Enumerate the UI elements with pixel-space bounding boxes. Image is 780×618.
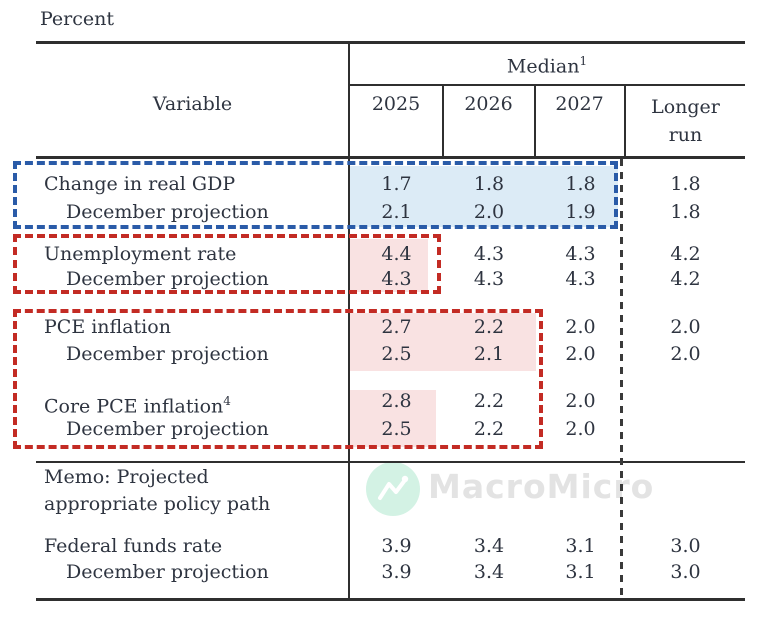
cell-longer-run: 2.0	[670, 316, 701, 338]
cell-2027: 2.0	[565, 418, 596, 440]
cell-2027: 1.9	[565, 201, 596, 223]
cell-longer-run: 2.0	[670, 343, 701, 365]
cell-longer-run: 4.2	[670, 268, 701, 290]
cell-2025: 2.5	[381, 418, 412, 440]
cell-2025: 2.5	[381, 343, 412, 365]
table-row-gdp-december: December projection 2.1 2.0 1.9 1.8	[36, 199, 745, 225]
core-pce-footnote-marker: 4	[223, 394, 231, 408]
cell-longer-run	[626, 416, 745, 442]
cell-2026: 4.3	[473, 268, 505, 290]
longer-run-dashed-divider	[620, 159, 623, 599]
table-bottom-rule	[36, 598, 745, 601]
year-header-2026: 2026	[464, 93, 513, 115]
cell-longer-run: 3.0	[670, 535, 701, 557]
header-divider-2025-2026	[442, 84, 444, 156]
cell-2027: 4.3	[565, 268, 596, 290]
memo-line-2: appropriate policy path	[44, 493, 271, 515]
row-label: December projection	[66, 561, 269, 583]
cell-2026: 2.1	[473, 343, 505, 365]
cell-2026: 3.4	[473, 535, 505, 557]
cell-2026: 2.2	[473, 418, 505, 440]
cell-longer-run: 1.8	[670, 173, 701, 195]
variable-header: Variable	[152, 93, 233, 115]
row-label: December projection	[66, 201, 269, 223]
table-top-rule	[36, 41, 745, 44]
table-row-unemployment: Unemployment rate 4.4 4.3 4.3 4.2	[36, 241, 745, 267]
cell-2025: 4.4	[381, 243, 412, 265]
cell-2027: 4.3	[565, 243, 596, 265]
inflation-annotation-box	[13, 309, 543, 449]
cell-2027: 3.1	[565, 535, 596, 557]
cell-2025: 1.7	[381, 173, 412, 195]
row-label: Unemployment rate	[44, 243, 237, 265]
year-header-2025: 2025	[371, 93, 421, 115]
row-label: December projection	[66, 418, 269, 440]
cell-2026: 3.4	[473, 561, 505, 583]
cell-2027: 1.8	[565, 173, 596, 195]
gdp-highlight	[350, 166, 618, 227]
table-row-fed-funds-december: December projection 3.9 3.4 3.1 3.0	[36, 559, 745, 585]
year-header-2027: 2027	[555, 93, 604, 115]
macromicro-watermark: MacroMicro	[428, 467, 655, 506]
row-label: Core PCE inflation4	[44, 394, 231, 418]
row-label: December projection	[66, 268, 269, 290]
median-footnote-marker: 1	[579, 54, 588, 68]
cell-2026: 1.8	[473, 173, 505, 195]
row-label: PCE inflation	[44, 316, 171, 338]
header-divider-longer-run	[624, 84, 626, 156]
pce-inflation-highlight	[350, 313, 536, 371]
line-chart-icon	[378, 475, 409, 500]
macromicro-logo-icon	[366, 462, 420, 516]
cell-2026: 2.2	[473, 316, 505, 338]
cell-2027: 2.0	[565, 316, 596, 338]
unemployment-annotation-box	[13, 234, 441, 294]
cell-2026: 2.0	[473, 201, 505, 223]
longer-run-header: Longer run	[651, 96, 720, 146]
cell-2027: 2.0	[565, 390, 596, 412]
header-divider-2026-2027	[534, 84, 536, 156]
unemployment-2025-highlight	[350, 239, 428, 292]
header-bottom-rule	[36, 156, 745, 159]
table-row-core-pce-december: December projection 2.5 2.2 2.0	[36, 416, 745, 442]
cell-2025: 3.9	[381, 561, 412, 583]
cell-2025: 4.3	[381, 268, 412, 290]
cell-longer-run	[626, 388, 745, 419]
variable-column-divider	[348, 41, 350, 601]
cell-2027: 2.0	[565, 343, 596, 365]
cell-longer-run: 1.8	[670, 201, 701, 223]
median-header: Median1	[506, 54, 588, 78]
cell-2026: 2.2	[473, 390, 505, 412]
cell-2027: 3.1	[565, 561, 596, 583]
percent-label: Percent	[40, 8, 115, 30]
table-row-pce-inflation: PCE inflation 2.7 2.2 2.0 2.0	[36, 314, 745, 340]
cell-2025: 2.8	[381, 390, 412, 412]
cell-longer-run: 3.0	[670, 561, 701, 583]
table-row-fed-funds: Federal funds rate 3.9 3.4 3.1 3.0	[36, 533, 745, 559]
cell-longer-run: 4.2	[670, 243, 701, 265]
core-pce-2025-highlight	[350, 390, 436, 447]
row-label: Federal funds rate	[44, 535, 223, 557]
cell-2026: 4.3	[473, 243, 505, 265]
median-underline-rule	[349, 84, 745, 86]
table-row-gdp: Change in real GDP 1.7 1.8 1.8 1.8	[36, 171, 745, 197]
row-label: December projection	[66, 343, 269, 365]
memo-separator-rule	[36, 461, 745, 463]
memo-line-1: Memo: Projected	[44, 466, 209, 488]
gdp-annotation-box	[13, 161, 618, 229]
row-label: Change in real GDP	[44, 173, 236, 195]
table-row-unemployment-december: December projection 4.3 4.3 4.3 4.2	[36, 266, 745, 292]
cell-2025: 2.7	[381, 316, 412, 338]
table-row-core-pce: Core PCE inflation4 2.8 2.2 2.0	[36, 388, 745, 419]
table-row-pce-december: December projection 2.5 2.1 2.0 2.0	[36, 341, 745, 367]
cell-2025: 2.1	[381, 201, 412, 223]
cell-2025: 3.9	[381, 535, 412, 557]
